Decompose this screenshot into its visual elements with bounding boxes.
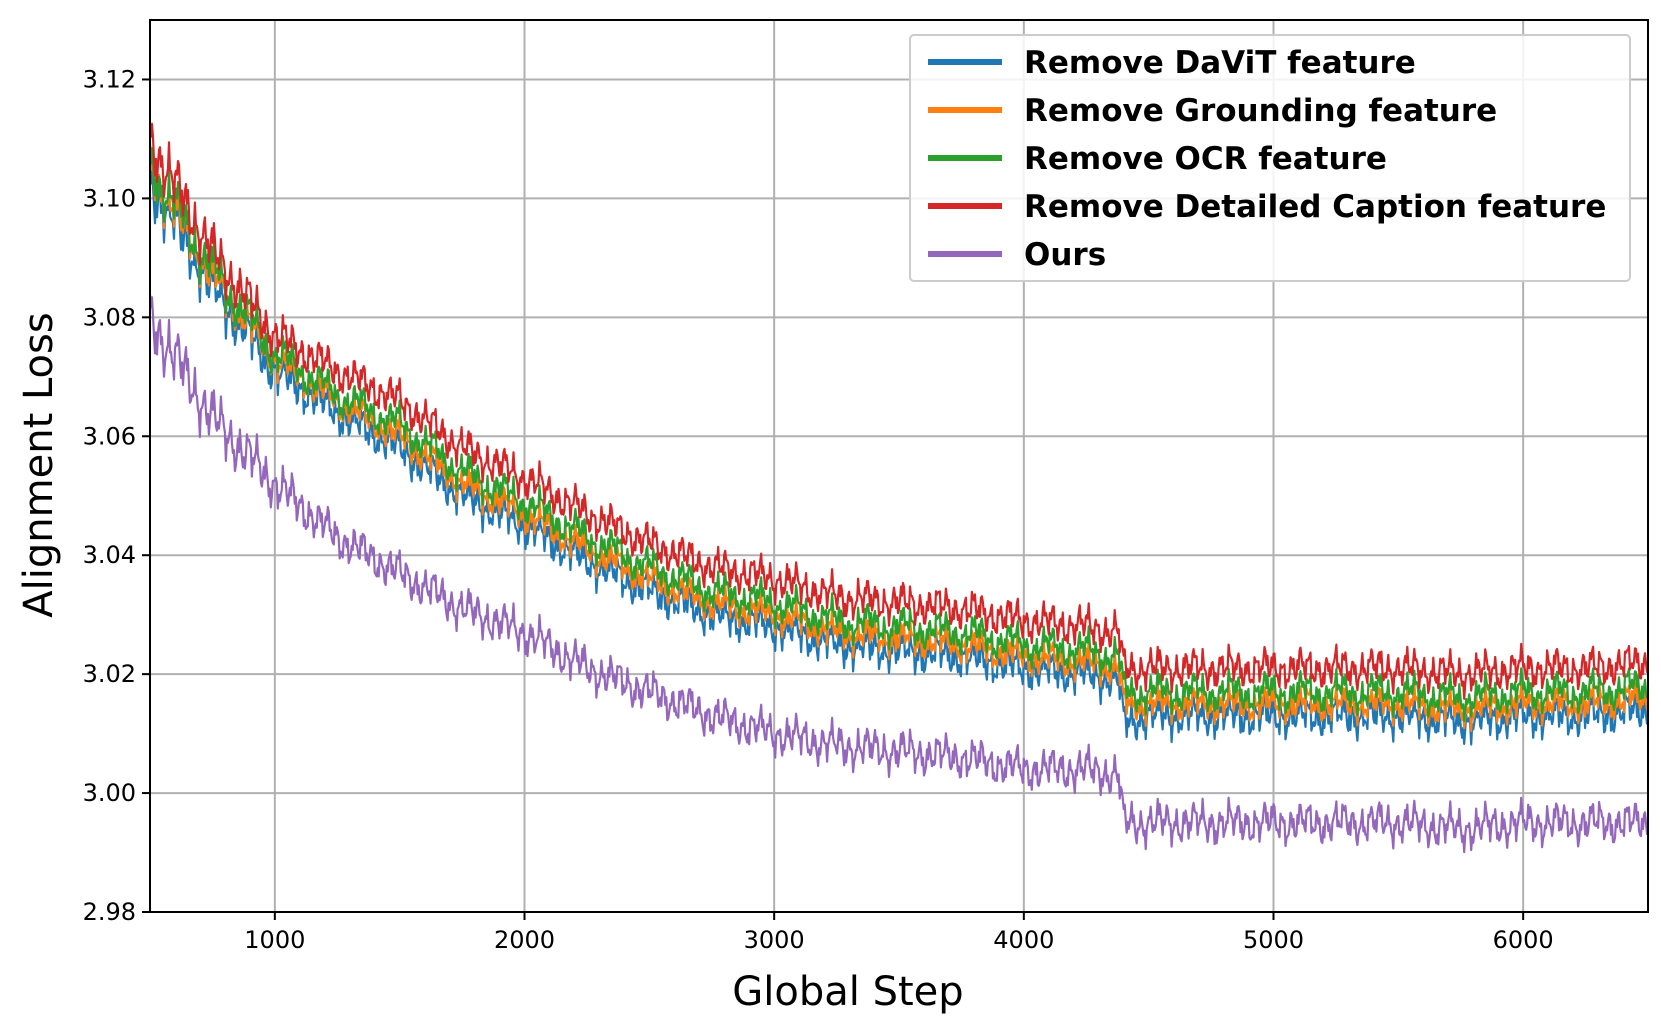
legend-label: Remove Grounding feature bbox=[1024, 93, 1497, 129]
series-line bbox=[148, 144, 1650, 723]
x-tick-label: 4000 bbox=[993, 926, 1054, 954]
y-axis-label: Alignment Loss bbox=[16, 312, 62, 617]
y-tick-label: 3.10 bbox=[83, 184, 136, 212]
legend-box bbox=[909, 34, 1631, 282]
legend: Remove DaViT feature Remove Grounding fea… bbox=[909, 34, 1631, 282]
series-line bbox=[148, 293, 1649, 854]
y-tick-label: 3.08 bbox=[83, 303, 136, 331]
series-line bbox=[148, 122, 1650, 700]
tick-marks: 1000 2000 3000 4000 5000 6000 2.98 3.00 3.02 3.04… bbox=[83, 65, 1554, 954]
plot-frame bbox=[149, 19, 1649, 913]
x-tick-label: 6000 bbox=[1493, 926, 1554, 954]
x-tick-label: 5000 bbox=[1243, 926, 1304, 954]
y-tick-label: 3.04 bbox=[83, 541, 136, 569]
x-tick-label: 2000 bbox=[494, 926, 555, 954]
legend-label: Remove DaViT feature bbox=[1024, 45, 1416, 81]
x-axis-label: Global Step bbox=[732, 969, 963, 1015]
series-lines bbox=[148, 122, 1650, 854]
y-tick-label: 3.00 bbox=[83, 779, 136, 807]
legend-label: Remove OCR feature bbox=[1024, 141, 1387, 177]
y-tick-label: 2.98 bbox=[83, 898, 136, 926]
y-tick-label: 3.02 bbox=[83, 660, 136, 688]
legend-label: Ours bbox=[1024, 237, 1106, 273]
y-tick-label: 3.06 bbox=[83, 422, 136, 450]
x-tick-label: 1000 bbox=[244, 926, 305, 954]
legend-label: Remove Detailed Caption feature bbox=[1024, 189, 1606, 225]
x-tick-label: 3000 bbox=[744, 926, 805, 954]
y-tick-label: 3.12 bbox=[83, 65, 136, 93]
